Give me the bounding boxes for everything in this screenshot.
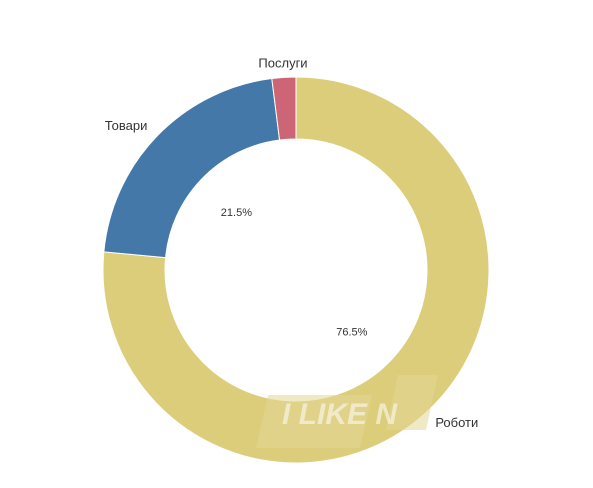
watermark-text: I LIKE N <box>282 398 398 431</box>
slice-labels: Роботи 76.5% Товари 21.5% Послуги <box>105 55 479 430</box>
slice-posluhy[interactable] <box>271 76 297 141</box>
data-label-roboty: 76.5% <box>336 326 367 338</box>
slice-label-roboty: Роботи <box>435 415 478 430</box>
watermark-logo: I LIKE N <box>256 375 438 448</box>
slice-label-tovary: Товари <box>105 118 148 133</box>
data-label-tovary: 21.5% <box>221 207 252 219</box>
slice-tovary[interactable] <box>103 77 281 259</box>
slice-roboty[interactable] <box>102 76 490 464</box>
slice-label-posluhy: Послуги <box>258 55 307 70</box>
donut-slices <box>102 76 490 464</box>
